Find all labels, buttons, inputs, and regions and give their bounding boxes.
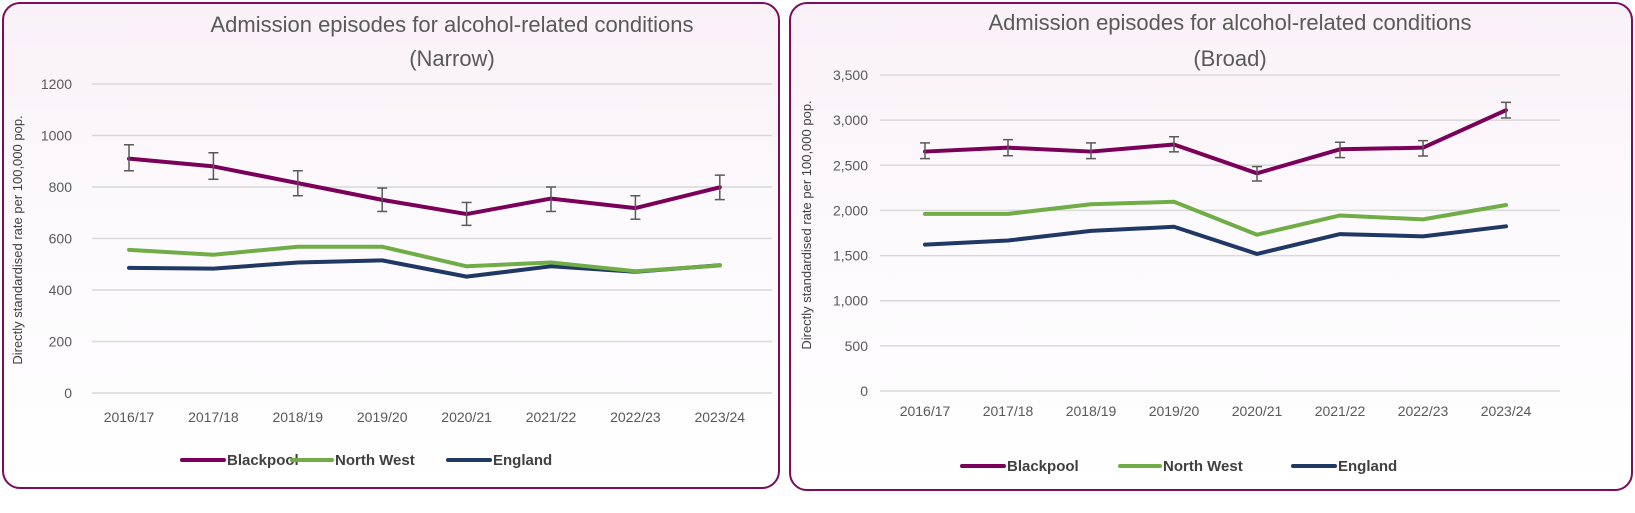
y-axis-title: Directly standardised rate per 100,000 p… (10, 115, 25, 364)
x-tick-label: 2023/24 (1481, 403, 1532, 419)
x-tick-label: 2019/20 (1149, 403, 1200, 419)
y-axis-title: Directly standardised rate per 100,000 p… (799, 100, 814, 349)
y-tick-label: 3,500 (833, 67, 868, 83)
x-tick-label: 2016/17 (104, 409, 155, 425)
chart-title: Admission episodes for alcohol-related c… (210, 12, 693, 37)
y-tick-label: 1,500 (833, 248, 868, 264)
y-tick-label: 0 (860, 383, 868, 399)
series-line-north-west (923, 199, 1508, 237)
legend-label: North West (335, 452, 415, 469)
series-line-north-west (127, 244, 722, 274)
series-line-england (923, 224, 1508, 256)
x-tick-label: 2021/22 (526, 409, 577, 425)
series-line-england (127, 258, 722, 279)
series-line-blackpool (127, 156, 722, 217)
chart-title: (Narrow) (409, 46, 495, 71)
y-tick-label: 1,000 (833, 293, 868, 309)
x-tick-label: 2020/21 (441, 409, 492, 425)
legend-label: England (493, 452, 552, 469)
x-tick-label: 2019/20 (357, 409, 408, 425)
y-tick-label: 1000 (41, 128, 72, 144)
y-tick-label: 400 (49, 282, 73, 298)
chart-panel-narrow (2, 2, 780, 489)
y-tick-label: 200 (49, 334, 73, 350)
x-tick-label: 2020/21 (1232, 403, 1283, 419)
y-tick-label: 800 (49, 179, 73, 195)
x-tick-label: 2016/17 (900, 403, 951, 419)
chart-panel-broad (789, 2, 1633, 491)
x-tick-label: 2017/18 (983, 403, 1034, 419)
y-tick-label: 3,000 (833, 112, 868, 128)
legend-label: Blackpool (227, 452, 299, 469)
x-tick-label: 2018/19 (1066, 403, 1117, 419)
legend-label: England (1338, 458, 1397, 475)
y-tick-label: 0 (64, 385, 72, 401)
x-tick-label: 2022/23 (610, 409, 661, 425)
y-tick-label: 1200 (41, 76, 72, 92)
x-tick-label: 2018/19 (272, 409, 323, 425)
chart-title: (Broad) (1193, 46, 1266, 71)
x-tick-label: 2021/22 (1315, 403, 1366, 419)
y-tick-label: 2,000 (833, 202, 868, 218)
y-tick-label: 500 (845, 338, 869, 354)
x-tick-label: 2023/24 (694, 409, 745, 425)
series-line-blackpool (923, 108, 1508, 176)
x-tick-label: 2017/18 (188, 409, 239, 425)
legend-label: North West (1163, 458, 1243, 475)
chart-title: Admission episodes for alcohol-related c… (988, 10, 1471, 35)
legend-label: Blackpool (1007, 458, 1079, 475)
x-tick-label: 2022/23 (1398, 403, 1449, 419)
y-tick-label: 2,500 (833, 157, 868, 173)
y-tick-label: 600 (49, 231, 73, 247)
